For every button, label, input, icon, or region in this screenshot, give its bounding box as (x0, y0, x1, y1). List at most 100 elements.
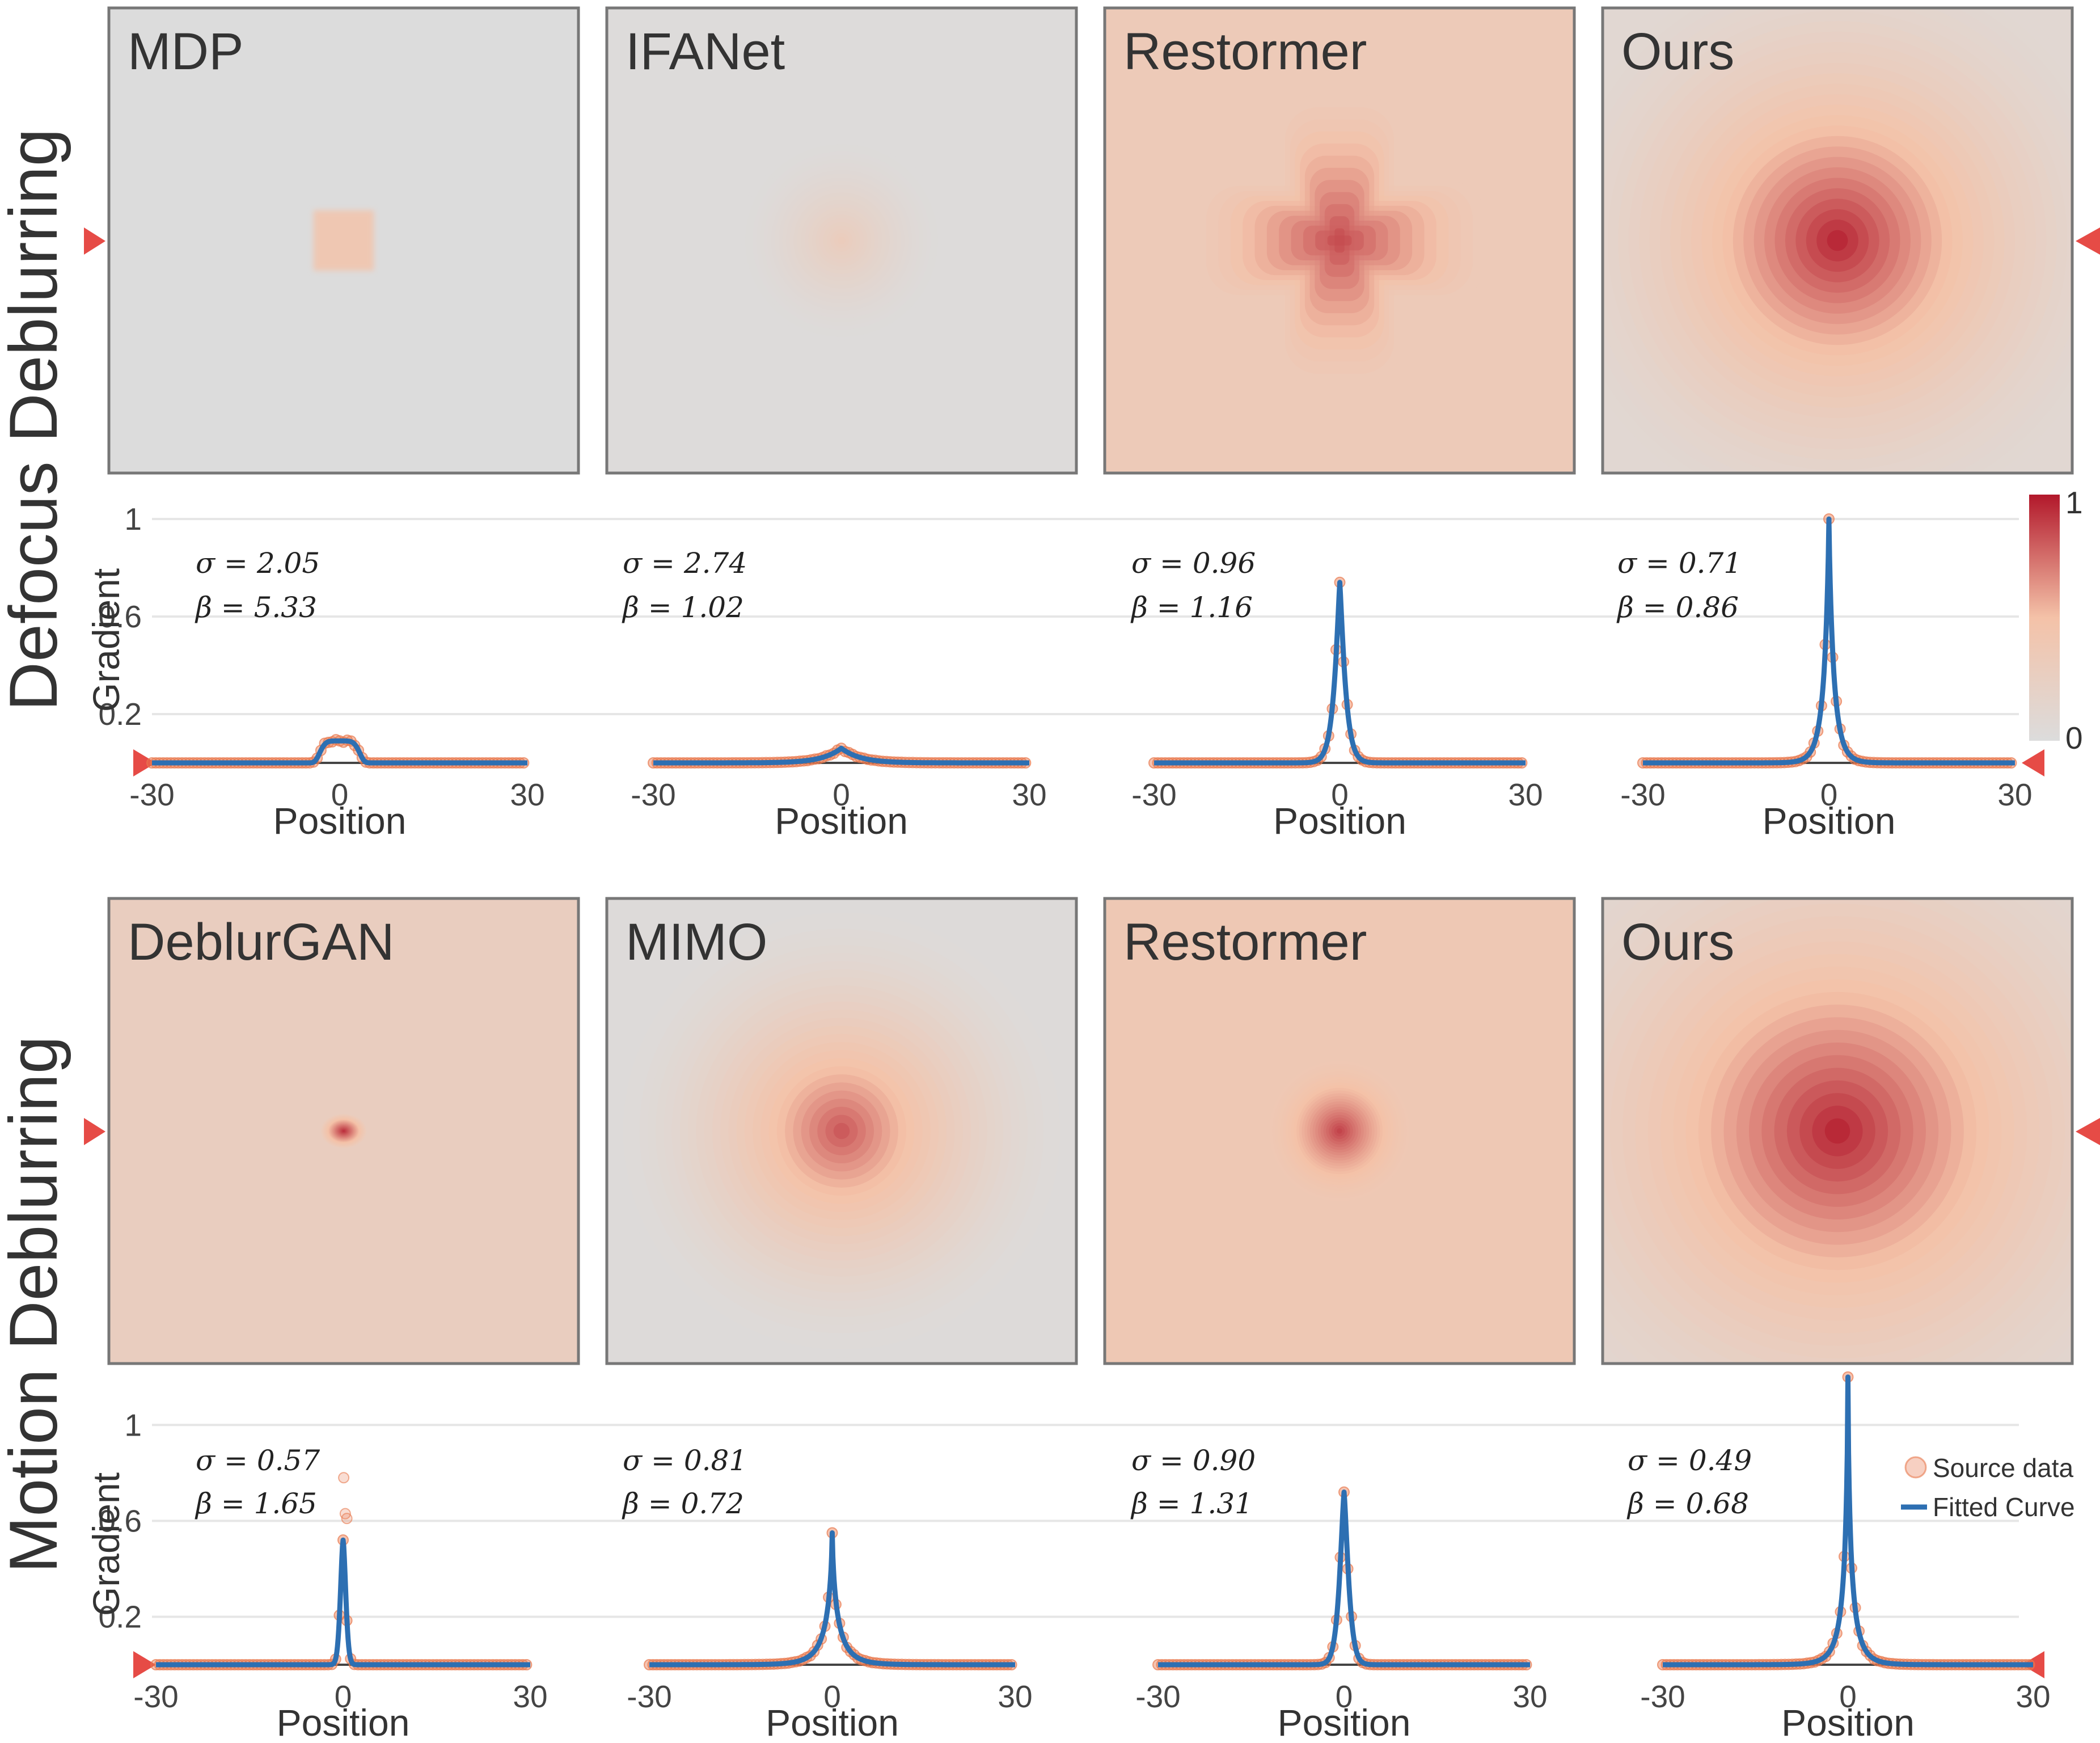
heatmap-ring (1827, 230, 1848, 251)
x-tick-label: 30 (1012, 777, 1046, 812)
beta-param: β = 5.33 (195, 591, 317, 624)
heatmap-content (1194, 95, 1485, 386)
defocus-section: MDP IFANet Restormer Ours 0.2 0.6 1 Gradient -30… (84, 6, 2100, 842)
profile-plot: -30 0 30 Position σ = 0.57 β = 1.65 (133, 1444, 547, 1743)
axis-marker-left (133, 749, 156, 776)
sigma-param: σ = 0.96 (1131, 547, 1256, 580)
legend: Source data Fitted Curve (1901, 1453, 2075, 1522)
heatmap-title: DeblurGAN (128, 913, 394, 971)
y-axis-label: Gradient (85, 1472, 127, 1616)
row-label-motion: Motion Deblurring (0, 1036, 71, 1573)
motion-section: DeblurGAN MIMO Restormer Ours 0.2 0.6 1 Gradien… (84, 897, 2100, 1743)
beta-param: β = 0.68 (1626, 1487, 1749, 1520)
beta-param: β = 1.31 (1130, 1487, 1253, 1520)
heatmap-title: Restormer (1123, 23, 1367, 81)
heatmap-title: Ours (1621, 913, 1734, 971)
x-tick-label: -30 (631, 777, 676, 812)
heatmap-ring (343, 1130, 345, 1132)
fitted-curve (1152, 580, 1528, 766)
x-tick-label: -30 (129, 777, 175, 812)
profile-plot: -30 0 30 Position σ = 0.49 β = 0.68 (1626, 1371, 2051, 1743)
y-tick-label: 1 (124, 501, 142, 537)
sigma-param: σ = 0.49 (1628, 1444, 1752, 1477)
y-axis-label: Gradient (85, 568, 127, 712)
y-tick-label: 0.6 (99, 1503, 142, 1538)
x-tick-label: 30 (998, 1679, 1032, 1714)
heatmap-title: MDP (128, 23, 243, 81)
sigma-param: σ = 0.81 (623, 1444, 747, 1477)
x-axis-label: Position (277, 1702, 410, 1743)
x-tick-label: -30 (1135, 1679, 1181, 1714)
row-marker-right (2076, 227, 2100, 255)
x-axis-label: Position (1781, 1702, 1915, 1743)
heatmap-title: Ours (1621, 23, 1734, 81)
heatmap-frame (107, 897, 580, 1365)
fitted-curve (154, 1537, 533, 1668)
heatmap-frame (1103, 6, 1576, 475)
heatmap-panel: Restormer (1103, 6, 1576, 475)
beta-param: β = 1.65 (195, 1487, 317, 1520)
heatmap-panel: MIMO (605, 897, 1078, 1365)
x-tick-label: 30 (513, 1679, 547, 1714)
beta-param: β = 0.72 (622, 1487, 744, 1520)
source-data-outlier (341, 1513, 353, 1525)
heatmap-ring (1824, 1118, 1850, 1144)
x-tick-label: 30 (1508, 777, 1543, 812)
legend-fitted-label: Fitted Curve (1933, 1492, 2075, 1522)
colorbar-max-label: 1 (2065, 485, 2083, 520)
heatmap-cross-v (1334, 228, 1345, 253)
profile-plot: -30 0 30 Position σ = 0.71 β = 0.86 (1616, 513, 2033, 842)
sigma-param: σ = 2.74 (623, 547, 747, 580)
x-tick-label: 30 (2016, 1679, 2050, 1714)
beta-param: β = 1.16 (1130, 591, 1253, 624)
x-axis-label: Position (273, 800, 407, 842)
heatmap-title: IFANet (626, 23, 785, 81)
heatmap-ring (833, 1122, 850, 1140)
row-label-defocus: Defocus Deblurring (0, 128, 71, 711)
heatmap-content (1264, 1055, 1416, 1207)
row-marker-right (2076, 1118, 2100, 1145)
heatmap-frame (605, 897, 1078, 1365)
y-tick-label: 0.2 (99, 697, 142, 732)
y-tick-label: 0.6 (99, 599, 142, 634)
profile-plot: -30 0 30 Position σ = 2.05 β = 5.33 (129, 547, 544, 842)
sigma-param: σ = 0.90 (1131, 1444, 1256, 1477)
heatmap-frame (605, 6, 1078, 475)
profile-plot: -30 0 30 Position σ = 0.81 β = 0.72 (622, 1444, 1033, 1743)
heatmap-panel: IFANet (605, 6, 1078, 475)
colorbar: 1 0 (2029, 485, 2083, 756)
fitted-curve (647, 1530, 1017, 1668)
heatmap-frame (107, 6, 580, 475)
x-tick-label: 30 (510, 777, 544, 812)
profile-plot: -30 0 30 Position σ = 2.74 β = 1.02 (622, 547, 1047, 842)
heatmap-title: Restormer (1123, 913, 1367, 971)
heatmap-panel: Ours (1601, 897, 2074, 1365)
heatmap-content (615, 904, 1068, 1358)
x-tick-label: 0 (331, 777, 349, 812)
heatmap-panel: DeblurGAN (107, 897, 580, 1365)
x-tick-label: 0 (1336, 1679, 1353, 1714)
x-axis-label: Position (1278, 1702, 1411, 1743)
fitted-curve (150, 738, 530, 766)
heatmap-frame (1601, 6, 2074, 475)
x-axis-label: Position (1763, 800, 1896, 842)
row-marker-left (84, 1118, 105, 1145)
heatmap-frame (1103, 897, 1576, 1365)
y-tick-label: 1 (124, 1407, 142, 1442)
legend-source-marker (1904, 1456, 1927, 1479)
x-axis-label: Position (766, 1702, 899, 1743)
heatmap-title: MIMO (626, 913, 767, 971)
sigma-param: σ = 0.57 (196, 1444, 320, 1477)
heatmap-content (737, 136, 946, 345)
legend-source-label: Source data (1933, 1453, 2073, 1483)
x-tick-label: -30 (133, 1679, 179, 1714)
heatmap-panel: MDP (107, 6, 580, 475)
x-tick-label: -30 (627, 1679, 672, 1714)
heatmap-square (313, 210, 374, 271)
fitted-curve (651, 745, 1032, 766)
x-tick-label: 0 (1839, 1679, 1857, 1714)
x-tick-label: 0 (823, 1679, 841, 1714)
x-axis-label: Position (1273, 800, 1406, 842)
fitted-curve (1156, 1489, 1532, 1668)
